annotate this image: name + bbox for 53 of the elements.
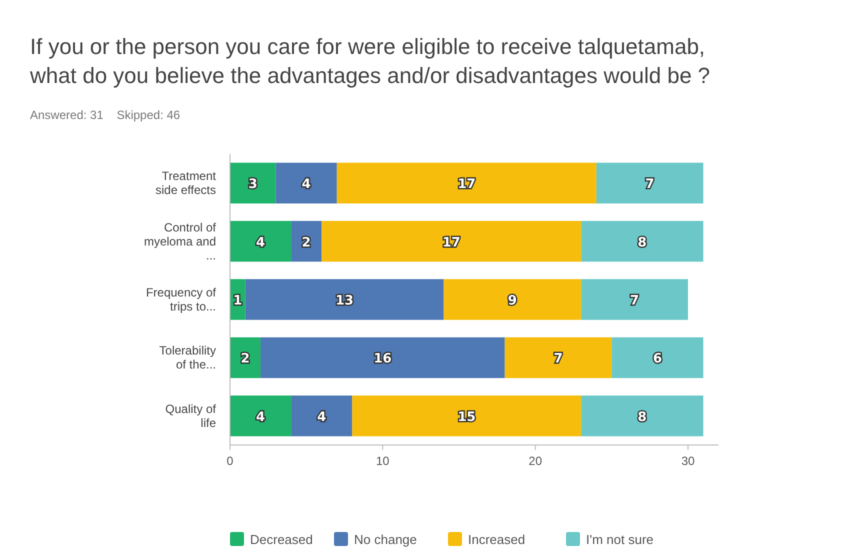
data-label: 17 [442, 235, 460, 250]
data-label: 8 [638, 410, 647, 425]
bar [260, 337, 505, 378]
data-label: 15 [458, 410, 476, 425]
bar [230, 220, 292, 262]
x-tick-label: 10 [376, 454, 390, 468]
y-tick-label: Frequency of trips to... [146, 286, 217, 314]
bar [504, 337, 612, 378]
bar [245, 279, 444, 320]
data-label: 3 [248, 177, 258, 192]
y-tick-label: Treatment side effects [156, 169, 217, 198]
bar [581, 220, 704, 262]
x-tick-label: 30 [681, 454, 695, 468]
y-tick-label: Quality of life [165, 402, 217, 430]
data-label: 17 [458, 177, 476, 192]
legend-label: I'm not sure [586, 532, 654, 547]
data-label: 6 [652, 352, 662, 367]
data-label: 4 [302, 177, 311, 192]
bar [230, 396, 292, 436]
bar [291, 396, 352, 436]
bar [230, 162, 276, 204]
data-label: 7 [554, 352, 563, 367]
legend-label: Decreased [250, 532, 313, 547]
bar [581, 279, 688, 320]
data-label: 16 [374, 352, 392, 367]
data-label: 2 [240, 352, 250, 367]
bar [291, 220, 322, 262]
bar [322, 220, 582, 262]
y-tick-label: Control of myeloma and ... [144, 220, 217, 262]
data-label: 9 [508, 294, 517, 308]
bar [612, 337, 704, 378]
bar [581, 396, 704, 436]
data-label: 4 [317, 410, 326, 425]
bar [276, 162, 337, 204]
data-label: 7 [630, 294, 640, 308]
x-tick-label: 20 [528, 454, 542, 468]
legend-label: Increased [468, 532, 526, 547]
y-tick-label: Tolerability of the... [159, 344, 216, 372]
bar [352, 396, 582, 436]
data-label: 7 [645, 177, 654, 192]
data-label: 13 [335, 294, 354, 308]
bar [336, 162, 596, 204]
text: Answered: 31 Skipped: 46 [30, 108, 180, 122]
bar [596, 162, 704, 204]
x-tick-label: 0 [226, 454, 234, 468]
chart-title: If you or the person you care for were eligible to receive talquetamab, what do you believe the advantages and/or disadvantages would be ? [29, 34, 710, 88]
data-label: 1 [233, 294, 242, 308]
data-label: 8 [638, 235, 647, 250]
legend-label: No change [354, 532, 417, 547]
data-label: 4 [256, 235, 266, 250]
bar [444, 279, 582, 320]
data-label: 2 [302, 235, 311, 250]
data-label: 4 [256, 410, 266, 425]
